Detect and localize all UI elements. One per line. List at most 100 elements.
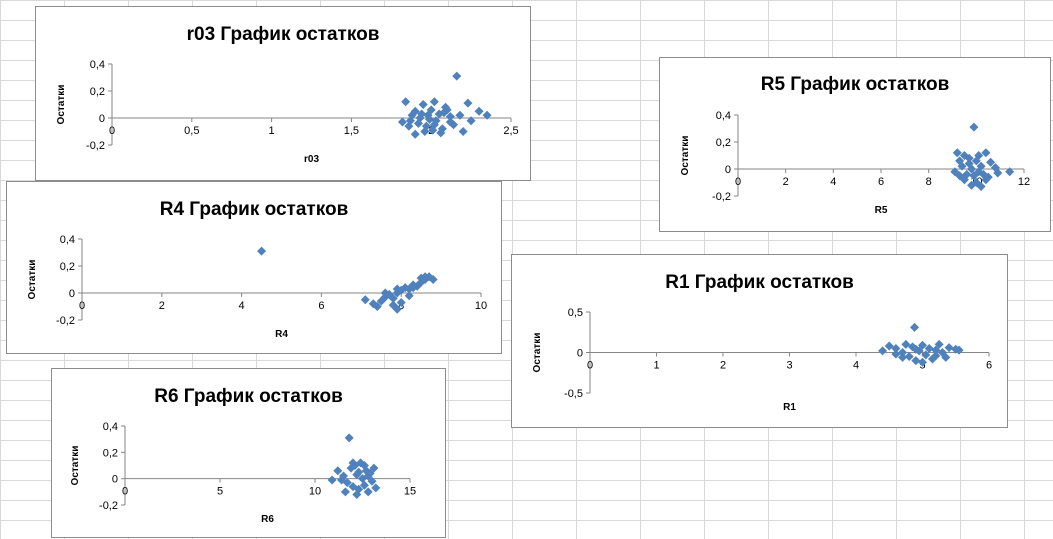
data-point [354,467,364,477]
y-tick-label: 0 [99,113,105,125]
data-point [971,156,981,166]
x-axis-title: R6 [261,514,274,525]
data-point [463,98,473,108]
data-point [931,351,941,361]
chart-title: R5 График остатков [761,74,950,95]
chart-r03: r03 График остатков-0,200,20,400,511,522… [35,6,531,181]
data-point [420,127,430,136]
data-point [959,175,969,185]
x-tick-label: 4 [239,300,245,312]
data-point [884,341,894,351]
data-point [337,475,347,485]
data-point [981,148,991,158]
x-tick-label: 4 [830,176,836,188]
data-point [413,118,423,128]
data-point [455,110,465,120]
data-point [348,458,358,468]
data-point [934,339,944,349]
data-point [388,293,398,303]
data-point [369,463,379,473]
data-point [911,344,921,354]
y-tick-label: 0,4 [103,421,118,433]
data-point [396,297,406,307]
data-point [327,475,337,485]
data-point [363,471,373,481]
data-point [352,489,362,499]
data-point [421,121,431,131]
data-point [405,116,415,126]
data-point [918,357,927,367]
x-tick-label: 5 [217,486,223,498]
y-tick-label: 0 [577,348,583,360]
data-point [964,159,974,169]
data-point [908,342,918,352]
x-tick-label: 2 [783,176,789,188]
y-axis-title: Остатки [27,260,38,300]
x-tick-label: 0 [735,176,741,188]
data-point [901,339,911,349]
x-tick-label: 0 [109,125,115,137]
data-point [418,100,428,109]
data-point [976,161,986,171]
data-point [952,148,962,158]
data-point [363,487,373,497]
y-tick-label: 0 [725,164,731,176]
chart-r1-svg: R1 График остатков-0,500,50123456R1Остат… [532,272,992,413]
data-point [436,128,446,138]
data-point [954,345,964,355]
x-tick-label: 4 [853,360,859,372]
y-tick-label: 0,2 [60,261,75,273]
y-axis-title: Остатки [70,446,81,486]
data-point [891,349,901,359]
data-point [474,106,484,116]
data-point [482,110,492,120]
data-point [957,161,967,171]
data-point [388,300,398,310]
data-point [976,182,986,192]
y-axis-title: Остатки [680,136,691,176]
data-point [986,157,996,167]
chart-r6: R6 График остатков -0,2 0 0,2 0,4 0 5 10 15 R6 Ост… [51,368,446,538]
chart-r4: R4 График остатков-0,200,20,40246810R4Ос… [6,181,502,354]
data-point [924,343,934,353]
data-point [898,348,908,357]
data-point [359,480,369,490]
data-point [967,164,977,174]
x-tick-label: 2 [159,300,165,312]
x-axis-title: r03 [304,154,319,165]
data-point [401,97,411,107]
data-point [359,461,369,470]
data-point [910,322,920,332]
x-tick-label: 6 [878,176,884,188]
data-point [410,129,420,139]
y-tick-label: 0,4 [90,59,105,71]
data-point [408,283,418,293]
data-point [445,112,455,122]
data-point [417,109,427,119]
chart-r5-svg: R5 График остатков-0,200,20,4024681012R5… [680,74,1030,216]
data-point [372,302,382,311]
data-point [466,116,476,126]
data-point [367,476,377,486]
data-point [878,346,888,356]
data-point [981,175,991,185]
data-point [358,474,367,484]
data-point [941,352,951,362]
data-point [431,116,441,126]
x-tick-label: 2,5 [503,125,518,137]
data-point [911,356,921,366]
data-point [458,127,468,136]
data-point [993,168,1003,178]
data-point [969,122,979,132]
data-point [340,487,350,497]
data-point [974,167,984,177]
data-point [449,120,459,130]
data-point [898,352,908,362]
x-tick-label: 0 [122,486,128,498]
x-axis-title: R4 [275,329,288,340]
x-axis-title: R5 [875,205,888,216]
y-tick-label: 0,2 [716,137,731,149]
data-point [397,117,407,127]
data-point [452,71,462,81]
chart-r5: R5 График остатков-0,200,20,4024681012R5… [659,57,1051,232]
